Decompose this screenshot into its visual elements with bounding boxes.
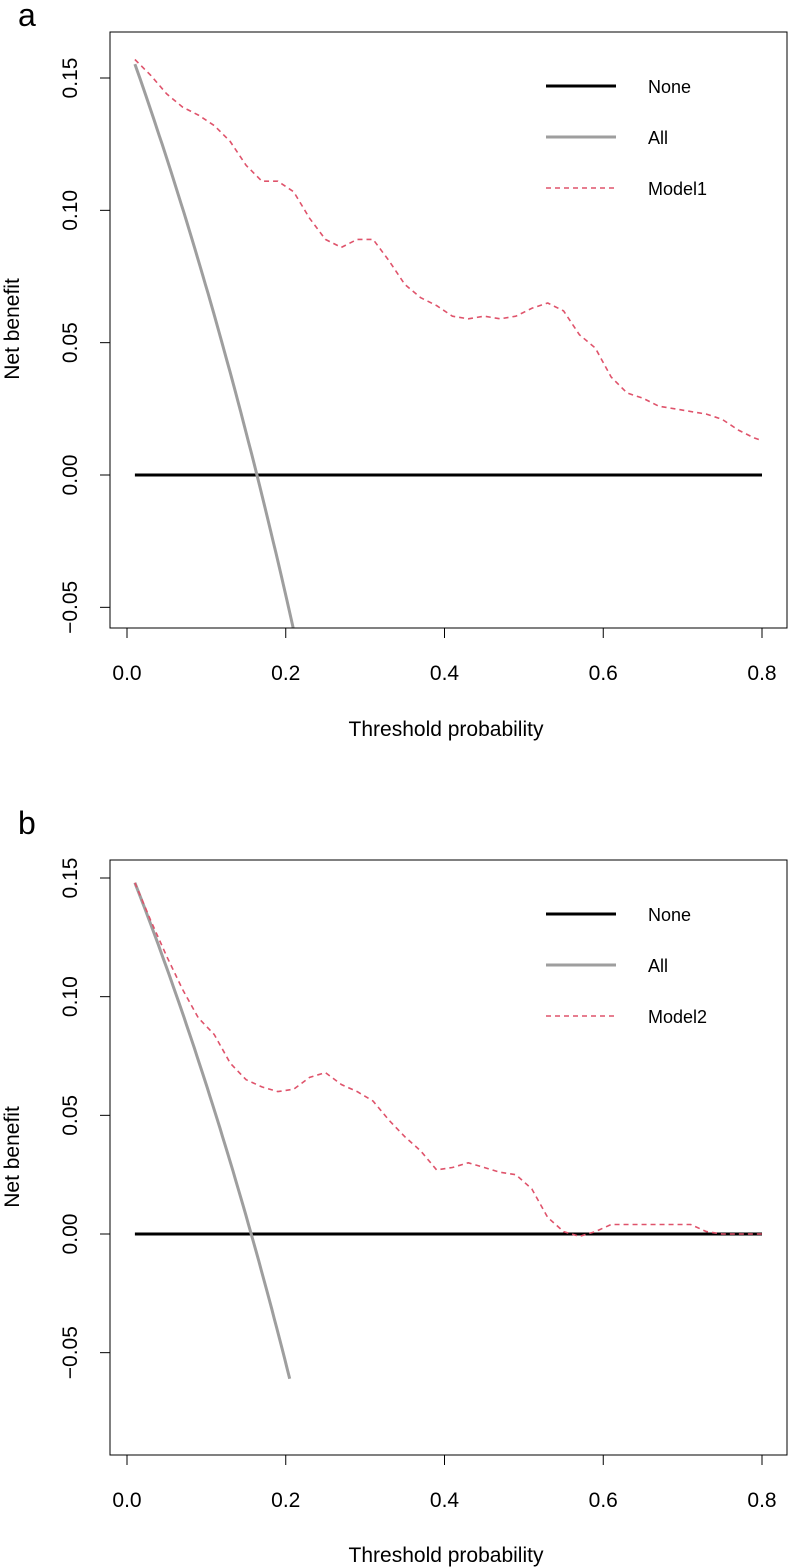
x-axis: 0.0 0.2 0.4 0.6 0.8 — [112, 1454, 777, 1512]
panel-label: a — [18, 0, 36, 33]
y-tick-label: −0.05 — [59, 581, 82, 634]
x-axis: 0.0 0.2 0.4 0.6 0.8 — [112, 627, 777, 685]
x-axis-label: Threshold probability — [349, 718, 544, 741]
panel-a: a 0.0 0.2 0.4 0.6 0.8 −0.050.000.050.100.15 … — [1, 0, 788, 741]
y-tick-label: 0.15 — [59, 858, 82, 899]
legend: None All Model1 — [546, 77, 707, 199]
x-axis-label: Threshold probability — [349, 1544, 544, 1567]
legend-label-all: All — [648, 128, 668, 148]
x-tick-label: 0.6 — [589, 1489, 618, 1512]
x-tick-label: 0.0 — [112, 662, 141, 685]
plot-area — [133, 882, 762, 1380]
y-tick-label: 0.05 — [59, 1095, 82, 1136]
x-tick-label: 0.6 — [589, 662, 618, 685]
x-tick-label: 0.2 — [271, 1489, 300, 1512]
legend: None All Model2 — [546, 905, 707, 1027]
series-line-model2 — [134, 882, 762, 1238]
x-tick-label: 0.8 — [747, 662, 776, 685]
legend-label-all: All — [648, 956, 668, 976]
y-tick-label: 0.15 — [59, 58, 82, 99]
series-line-all — [133, 882, 292, 1380]
y-tick-label: −0.05 — [59, 1326, 82, 1379]
x-tick-label: 0.2 — [271, 662, 300, 685]
y-axis: −0.05 0.00 0.05 0.10 0.15 — [59, 58, 111, 634]
legend-label-model2: Model2 — [648, 1007, 707, 1027]
x-tick-label: 0.8 — [747, 1489, 776, 1512]
panel-b: b 0.0 0.2 0.4 0.6 0.8 −0.050.000.050.100.15 … — [1, 805, 788, 1567]
y-axis: −0.05 0.00 0.05 0.10 0.15 — [59, 858, 111, 1379]
series-line-all — [133, 63, 295, 628]
x-tick-label: 0.0 — [112, 1489, 141, 1512]
y-tick-label: 0.05 — [59, 322, 82, 363]
x-tick-label: 0.4 — [430, 662, 460, 685]
y-axis-label: Net benefit — [1, 278, 24, 380]
y-tick-label: 0.00 — [59, 1214, 82, 1255]
panel-label: b — [18, 805, 36, 841]
x-tick-label: 0.4 — [430, 1489, 460, 1512]
legend-label-none: None — [648, 905, 691, 925]
y-axis-label: Net benefit — [1, 1106, 24, 1208]
plot-area — [133, 58, 763, 628]
y-tick-label: 0.10 — [59, 190, 82, 231]
legend-label-model1: Model1 — [648, 179, 707, 199]
y-tick-label: 0.10 — [59, 976, 82, 1017]
legend-label-none: None — [648, 77, 691, 97]
series-line-model1 — [134, 58, 763, 442]
y-tick-label: 0.00 — [59, 455, 82, 496]
